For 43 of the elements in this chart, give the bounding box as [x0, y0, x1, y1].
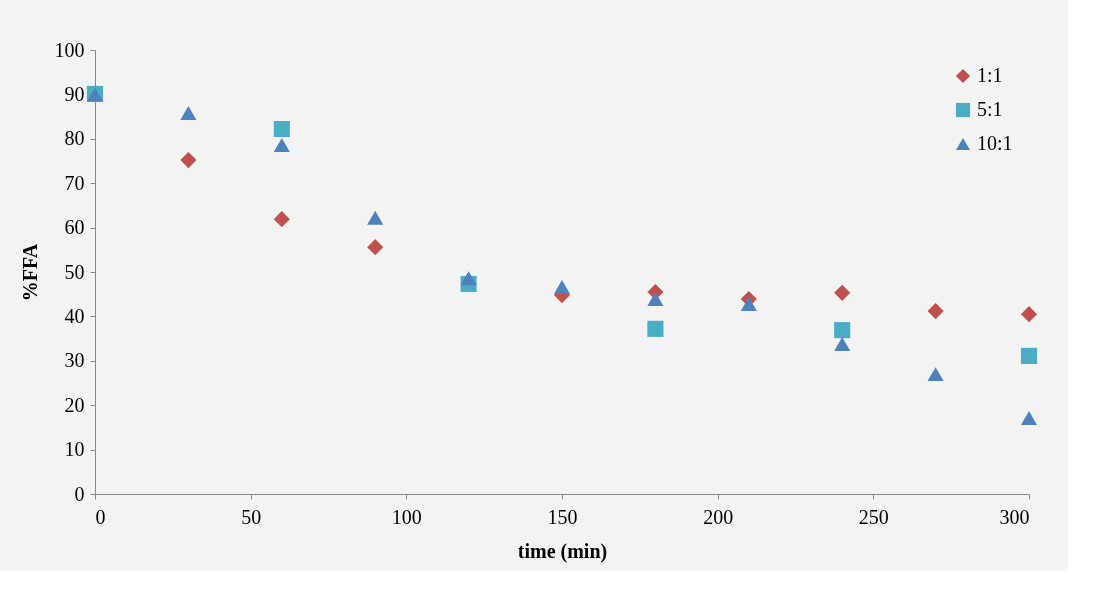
point: [647, 292, 664, 307]
y-tick-label: 80: [64, 127, 85, 150]
x-tick-label: 300: [999, 505, 1030, 528]
y-tick-label: 70: [64, 171, 85, 194]
x-tick-label: 200: [703, 505, 734, 528]
y-tick-label: 60: [64, 216, 85, 239]
x-tick-label: 150: [547, 505, 578, 528]
point: [834, 322, 851, 339]
point: [553, 280, 571, 295]
x-tick-label: 0: [95, 505, 106, 528]
point: [273, 138, 290, 152]
point: [180, 106, 197, 121]
point: [834, 336, 851, 351]
point: [1020, 306, 1038, 323]
legend-label: 1:1: [977, 64, 1003, 86]
y-tick-label: 50: [64, 260, 85, 283]
y-tick-label: 100: [54, 38, 85, 61]
y-tick-label: 0: [74, 482, 85, 505]
point: [1020, 347, 1038, 364]
y-tick-label: 40: [64, 304, 85, 327]
x-tick-label: 250: [858, 505, 889, 528]
point: [647, 320, 664, 337]
x-tick-label: 50: [241, 505, 262, 528]
x-tick-label: 100: [391, 505, 422, 528]
point: [180, 152, 197, 169]
x-axis-title: time (min): [517, 539, 608, 563]
point: [927, 367, 944, 382]
y-axis-title: %FFA: [18, 243, 41, 302]
point: [273, 120, 290, 138]
y-tick-label: 90: [64, 82, 85, 105]
point: [927, 303, 944, 320]
point: [367, 210, 384, 225]
y-tick-label: 30: [64, 349, 85, 372]
legend-label: 10:1: [977, 132, 1013, 154]
y-tick-label: 10: [64, 438, 85, 461]
point: [740, 296, 757, 311]
point: [460, 271, 477, 286]
point: [273, 211, 290, 228]
legend-label: 5:1: [977, 98, 1003, 120]
point: [367, 239, 384, 256]
y-tick-label: 20: [64, 393, 85, 416]
point: [834, 284, 851, 301]
point: [1020, 411, 1038, 426]
